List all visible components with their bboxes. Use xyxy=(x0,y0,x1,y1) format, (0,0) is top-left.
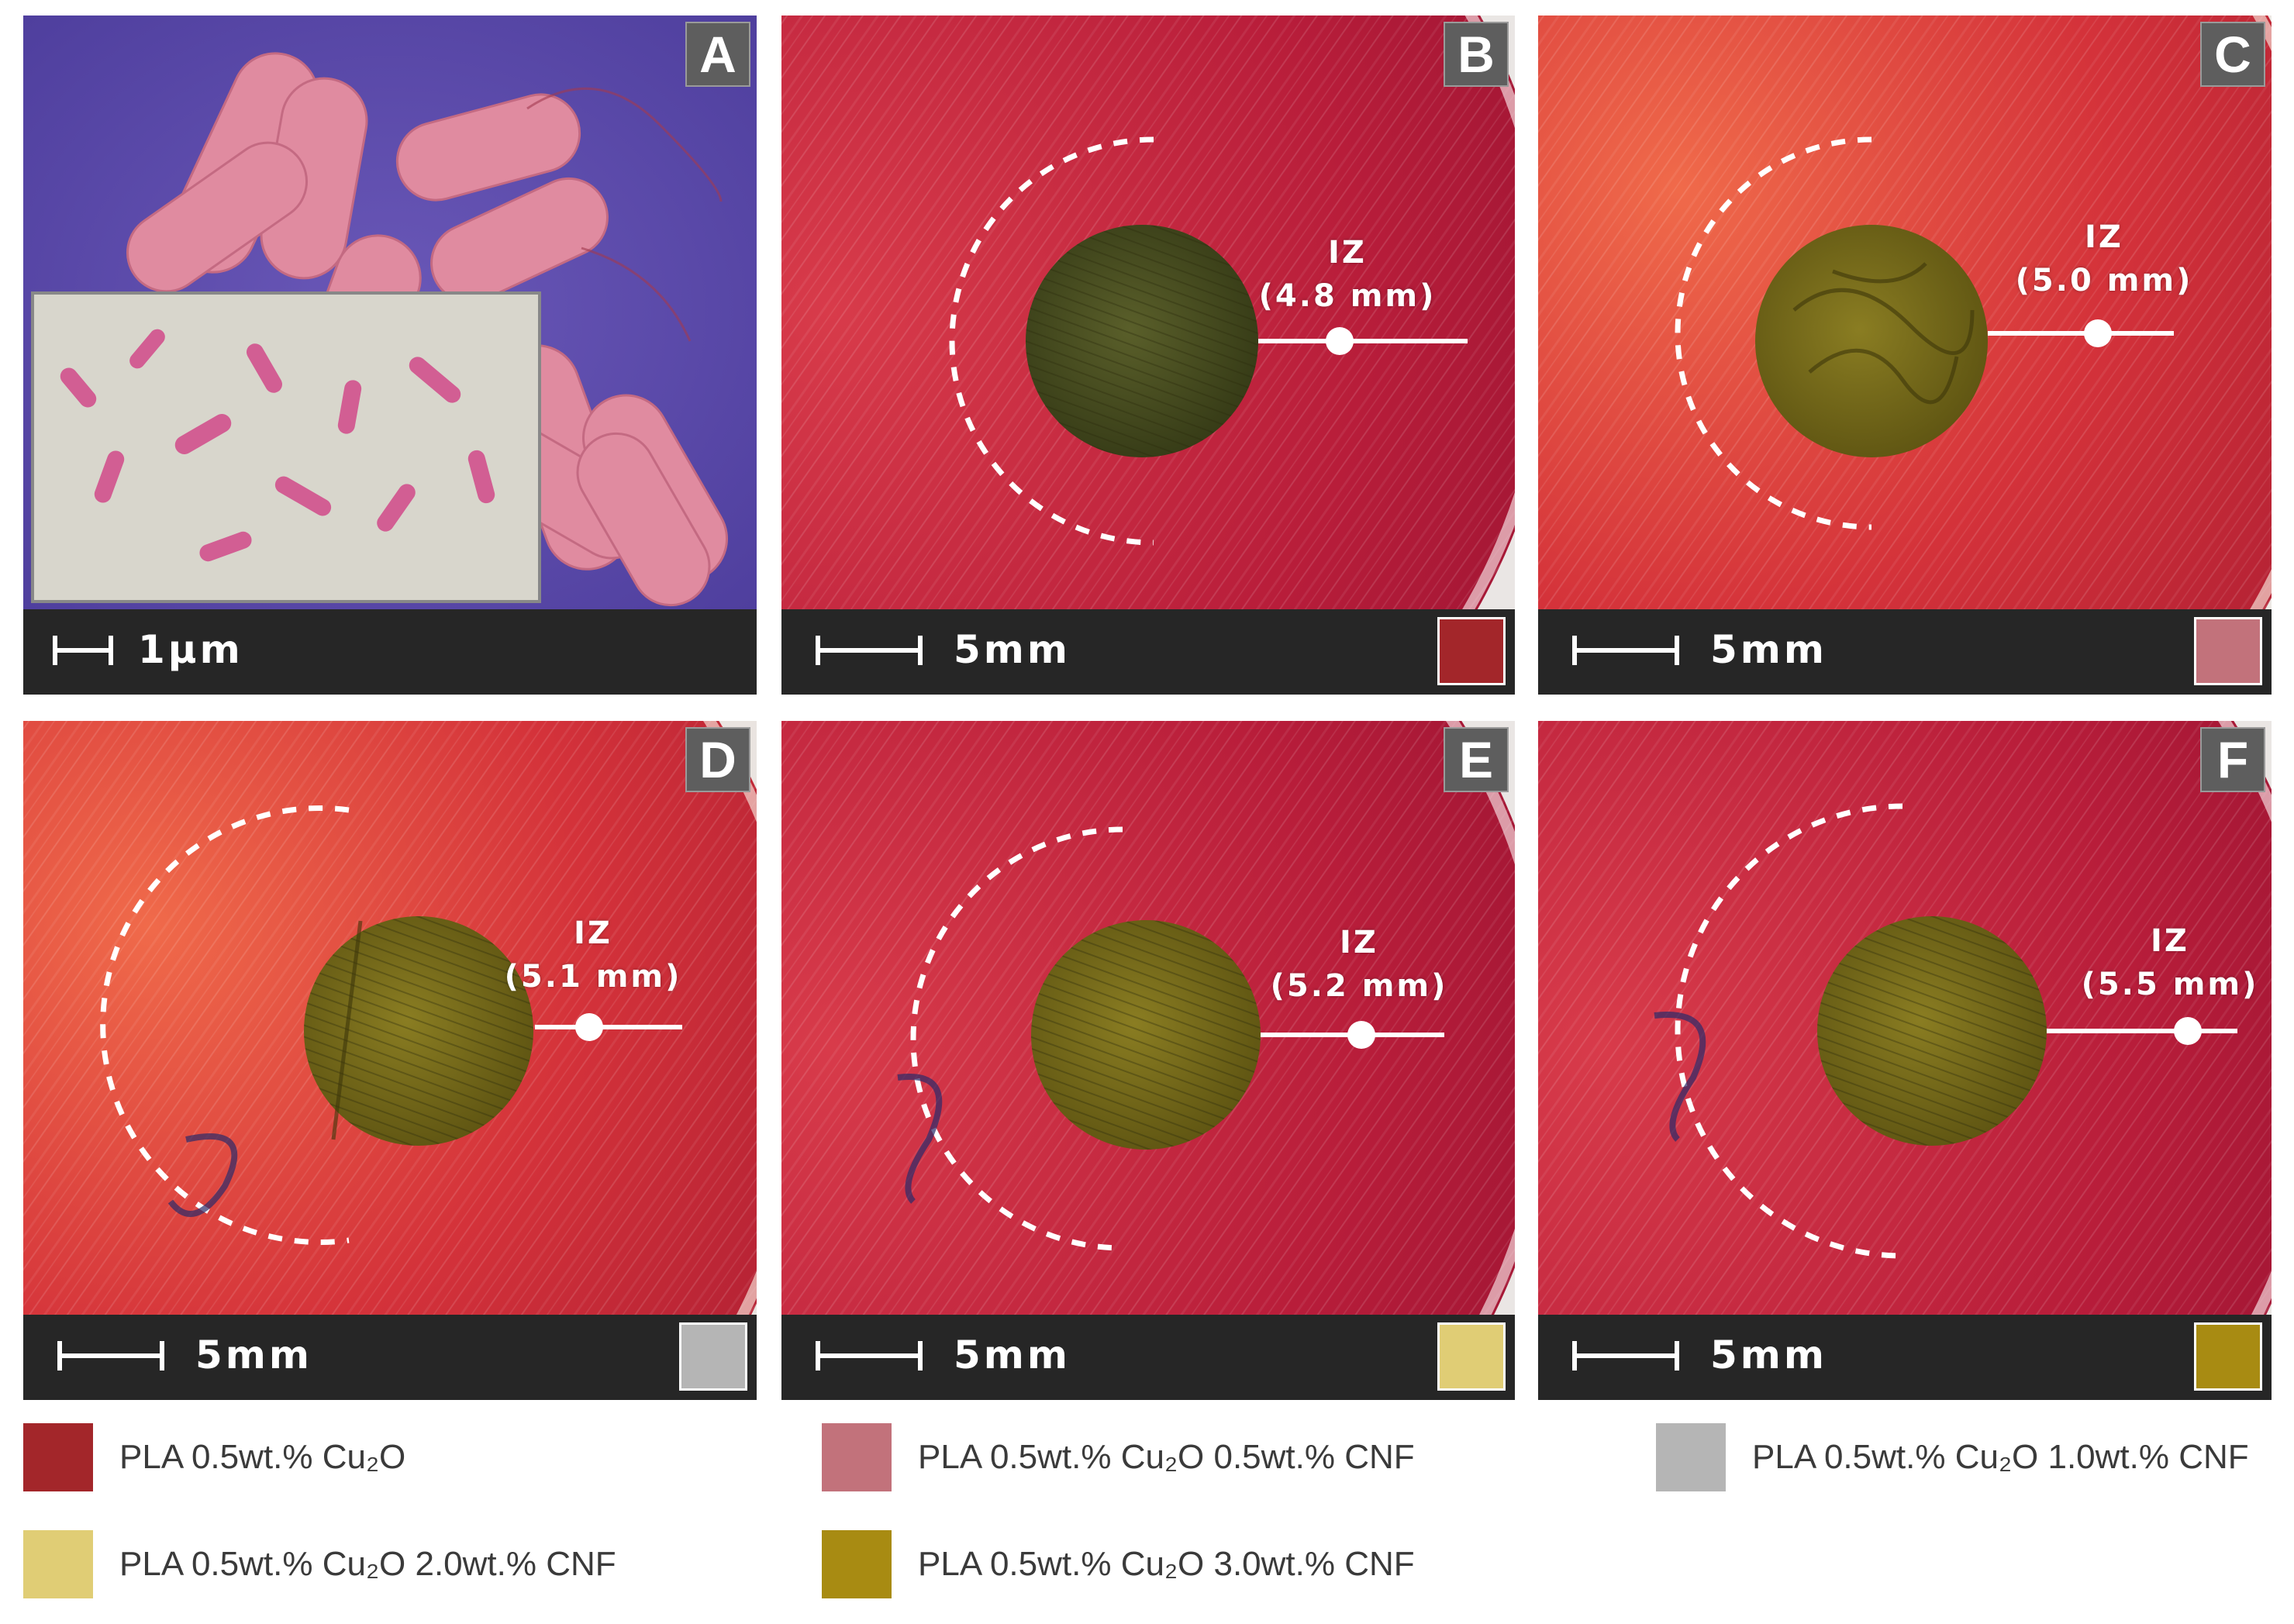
scale-bar xyxy=(816,636,923,665)
scale-bar xyxy=(53,636,113,665)
panel-f: IZ (5.5 mm) F 5mm xyxy=(1538,721,2272,1400)
legend-item: PLA 0.5wt.% Cu₂O 0.5wt.% CNF xyxy=(822,1423,1520,1493)
iz-label: IZ (5.2 mm) xyxy=(1270,925,1448,1004)
legend-label: PLA 0.5wt.% Cu₂O 2.0wt.% CNF xyxy=(119,1545,616,1583)
legend-label: PLA 0.5wt.% Cu₂O 3.0wt.% CNF xyxy=(918,1545,1415,1583)
scale-bar xyxy=(816,1341,923,1371)
panel-letter: B xyxy=(1444,22,1509,87)
legend-swatch xyxy=(822,1530,892,1598)
petri-dish-photo xyxy=(1538,721,2272,1315)
iz-label: IZ (4.8 mm) xyxy=(1258,235,1437,314)
panel-letter: E xyxy=(1444,727,1509,792)
panel-letter: C xyxy=(2200,22,2265,87)
scale-bar-strip: 5mm xyxy=(23,1315,757,1400)
panel-letter: F xyxy=(2200,727,2265,792)
color-swatch xyxy=(679,1322,747,1391)
legend-swatch xyxy=(822,1423,892,1491)
petri-dish-photo xyxy=(23,721,757,1315)
color-swatch xyxy=(1437,1322,1506,1391)
panel-c: IZ (5.0 mm) C 5mm xyxy=(1538,16,2272,695)
scale-label: 5mm xyxy=(954,627,1071,672)
legend-item: PLA 0.5wt.% Cu₂O 2.0wt.% CNF xyxy=(23,1530,721,1600)
legend-item: PLA 0.5wt.% Cu₂O 1.0wt.% CNF xyxy=(1656,1423,2276,1493)
scale-label: 5mm xyxy=(1710,1333,1827,1377)
legend-label: PLA 0.5wt.% Cu₂O xyxy=(119,1438,406,1476)
legend-label: PLA 0.5wt.% Cu₂O 0.5wt.% CNF xyxy=(918,1438,1415,1476)
panel-letter: D xyxy=(685,727,750,792)
color-swatch xyxy=(1437,617,1506,685)
legend-swatch xyxy=(1656,1423,1726,1491)
iz-label: IZ (5.5 mm) xyxy=(2081,923,2259,1002)
color-swatch xyxy=(2194,617,2262,685)
scale-bar-strip: 5mm xyxy=(1538,1315,2272,1400)
petri-dish-photo xyxy=(781,721,1515,1315)
legend-swatch xyxy=(23,1530,93,1598)
legend-swatch xyxy=(23,1423,93,1491)
scale-label: 5mm xyxy=(195,1333,312,1377)
panel-d: IZ (5.1 mm) D 5mm xyxy=(23,721,757,1400)
legend-item: PLA 0.5wt.% Cu₂O xyxy=(23,1423,721,1493)
panel-e: IZ (5.2 mm) E 5mm xyxy=(781,721,1515,1400)
petri-dish-photo xyxy=(1538,16,2272,609)
scale-label: 5mm xyxy=(954,1333,1071,1377)
legend-label: PLA 0.5wt.% Cu₂O 1.0wt.% CNF xyxy=(1752,1438,2249,1476)
scale-bar xyxy=(1572,1341,1679,1371)
panel-b: IZ (4.8 mm) B 5mm xyxy=(781,16,1515,695)
scale-bar xyxy=(1572,636,1679,665)
color-swatch xyxy=(2194,1322,2262,1391)
scale-bar xyxy=(57,1341,164,1371)
scale-bar-strip: 5mm xyxy=(1538,609,2272,695)
scale-bar-strip: 1µm xyxy=(23,609,757,695)
bacteria-micrograph xyxy=(23,16,757,609)
petri-dish-photo xyxy=(781,16,1515,609)
panel-letter: A xyxy=(685,22,750,87)
iz-label: IZ (5.0 mm) xyxy=(2015,219,2193,298)
scale-bar-strip: 5mm xyxy=(781,609,1515,695)
panel-a: A 1µm xyxy=(23,16,757,695)
scale-label: 1µm xyxy=(138,627,243,672)
iz-label: IZ (5.1 mm) xyxy=(504,915,682,995)
scale-bar-strip: 5mm xyxy=(781,1315,1515,1400)
scale-label: 5mm xyxy=(1710,627,1827,672)
legend-item: PLA 0.5wt.% Cu₂O 3.0wt.% CNF xyxy=(822,1530,1520,1600)
